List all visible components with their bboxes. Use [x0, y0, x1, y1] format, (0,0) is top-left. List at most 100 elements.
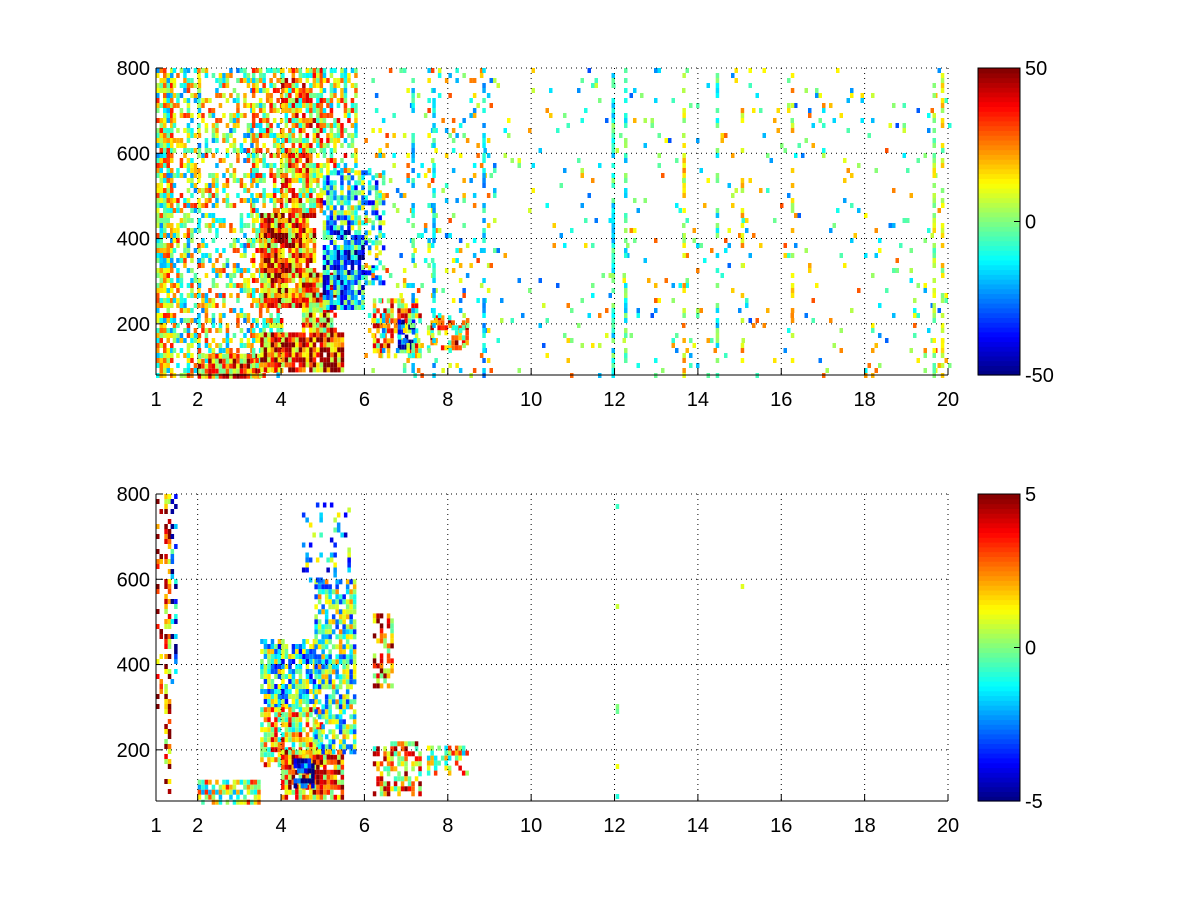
heatmap-cell [174, 544, 178, 549]
heatmap-cell [324, 749, 329, 755]
heatmap-cell [878, 333, 882, 338]
heatmap-cell [215, 128, 219, 133]
heatmap-cell [611, 323, 615, 328]
heatmap-cell [274, 218, 278, 223]
heatmap-cell [333, 769, 338, 775]
heatmap-cell [281, 218, 285, 223]
heatmap-cell [493, 188, 497, 193]
heatmap-cell [927, 128, 931, 133]
heatmap-cell [347, 185, 351, 191]
heatmap-cell [260, 659, 264, 664]
heatmap-cell [225, 168, 230, 173]
heatmap-cell [611, 98, 615, 103]
heatmap-cell [295, 644, 299, 649]
heatmap-cell [172, 183, 177, 188]
heatmap-cell [257, 353, 261, 359]
heatmap-cell [291, 138, 296, 143]
heatmap-cell [236, 373, 240, 379]
heatmap-cell [270, 347, 275, 353]
heatmap-cell [246, 363, 251, 369]
heatmap-cell [183, 258, 187, 263]
heatmap-cell [265, 308, 270, 313]
heatmap-cell [255, 233, 259, 238]
heatmap-cell [364, 210, 368, 216]
heatmap-cell [218, 784, 223, 790]
heatmap-cell [374, 210, 379, 216]
heatmap-cell [222, 78, 226, 83]
heatmap-cell [455, 68, 459, 73]
heatmap-cell [298, 233, 303, 238]
heatmap-cell [281, 779, 285, 785]
heatmap-cell [331, 619, 336, 625]
heatmap-cell [269, 318, 273, 323]
heatmap-cell [354, 250, 358, 255]
heatmap-cell [293, 778, 298, 784]
heatmap-cell [333, 784, 338, 790]
heatmap-cell [347, 113, 351, 118]
heatmap-cell [246, 373, 251, 379]
heatmap-cell [857, 163, 861, 168]
heatmap-cell [246, 123, 251, 128]
heatmap-cell [336, 163, 341, 168]
heatmap-cell [361, 265, 365, 270]
heatmap-cell [430, 320, 434, 326]
heatmap-cell [454, 340, 459, 346]
heatmap-cell [298, 143, 303, 148]
heatmap-cell [624, 153, 628, 158]
heatmap-cell [274, 649, 278, 654]
heatmap-cell [288, 694, 292, 699]
heatmap-cell [305, 148, 310, 153]
heatmap-cell [411, 133, 415, 138]
heatmap-cell [284, 88, 289, 93]
heatmap-cell [232, 268, 237, 273]
heatmap-cell [156, 298, 160, 303]
heatmap-cell [166, 223, 170, 228]
heatmap-cell [291, 223, 296, 228]
heatmap-cell [328, 599, 332, 605]
heatmap-cell [455, 78, 459, 83]
heatmap-cell [156, 118, 160, 123]
heatmap-cell [246, 799, 251, 805]
heatmap-cell [556, 128, 560, 133]
heatmap-cell [288, 347, 292, 353]
heatmap-cell [298, 268, 303, 273]
heatmap-cell [650, 118, 654, 123]
heatmap-cell [176, 238, 180, 243]
heatmap-cell [308, 297, 313, 303]
heatmap-cell [281, 108, 285, 113]
heatmap-cell [284, 779, 289, 785]
heatmap-cell [426, 345, 431, 351]
heatmap-cell [413, 248, 417, 253]
heatmap-cell [940, 323, 945, 328]
heatmap-cell [270, 213, 275, 218]
heatmap-cell [402, 268, 407, 273]
heatmap-cell [276, 148, 280, 153]
heatmap-cell [193, 133, 198, 138]
heatmap-cell [440, 320, 445, 326]
heatmap-cell [288, 769, 292, 775]
heatmap-cell [260, 639, 264, 644]
heatmap-cell [170, 258, 174, 263]
heatmap-cell [804, 88, 808, 93]
heatmap-cell [251, 363, 256, 368]
heatmap-cell [337, 749, 341, 755]
heatmap-cell [340, 769, 345, 775]
heatmap-cell [790, 358, 795, 363]
heatmap-cell [183, 153, 187, 158]
heatmap-cell [329, 128, 334, 133]
heatmap-cell [298, 273, 303, 278]
heatmap-cell [260, 664, 264, 669]
heatmap-cell [176, 278, 180, 283]
heatmap-cell [407, 313, 412, 319]
heatmap-cell [432, 203, 436, 208]
heatmap-cell [281, 749, 285, 755]
heatmap-cell [277, 347, 282, 353]
heatmap-cell [166, 103, 170, 108]
heatmap-cell [731, 288, 735, 293]
heatmap-cell [941, 148, 945, 153]
heatmap-cell [163, 208, 167, 213]
heatmap-cell [333, 285, 337, 290]
heatmap-cell [482, 68, 486, 73]
heatmap-cell [740, 358, 745, 363]
heatmap-cell [326, 138, 330, 143]
